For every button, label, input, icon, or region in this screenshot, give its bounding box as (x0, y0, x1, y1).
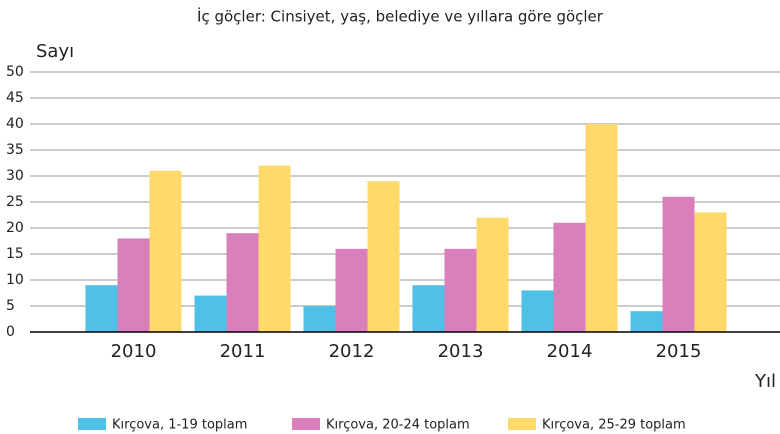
y-axis-label: Sayı (36, 41, 74, 62)
bar (367, 181, 400, 332)
x-tick-label: 2011 (220, 341, 266, 362)
x-tick-label: 2012 (329, 341, 375, 362)
y-tick-label: 10 (6, 272, 24, 288)
bar (194, 295, 227, 332)
x-tick-label: 2014 (547, 341, 593, 362)
legend-label: Kırçova, 1-19 toplam (112, 418, 247, 433)
y-tick-label: 45 (6, 90, 24, 106)
x-tick-label: 2010 (111, 341, 157, 362)
bar (694, 212, 727, 332)
y-tick-label: 25 (6, 194, 24, 210)
bar (630, 311, 663, 332)
y-tick-label: 0 (6, 324, 15, 340)
y-tick-label: 35 (6, 142, 24, 158)
x-tick-label: 2013 (438, 341, 484, 362)
y-tick-label: 5 (6, 298, 15, 314)
y-tick-label: 40 (6, 116, 24, 132)
legend-label: Kırçova, 20-24 toplam (326, 418, 470, 433)
legend-swatch (78, 418, 106, 430)
bar (476, 217, 509, 332)
legend-label: Kırçova, 25-29 toplam (542, 418, 686, 433)
bar (226, 233, 259, 332)
bar (258, 165, 291, 332)
bar (303, 306, 336, 332)
x-tick-label: 2015 (656, 341, 702, 362)
x-axis-label: Yıl (754, 371, 776, 392)
chart-title: İç göçler: Cinsiyet, yaş, belediye ve yı… (197, 7, 604, 26)
y-tick-label: 15 (6, 246, 24, 262)
bar (662, 196, 695, 332)
bar (553, 222, 586, 332)
bar (149, 170, 182, 332)
bar (117, 238, 150, 332)
bar (412, 285, 445, 332)
legend-swatch (508, 418, 536, 430)
y-tick-label: 20 (6, 220, 24, 236)
bar (335, 248, 368, 332)
bar (85, 285, 118, 332)
bar (521, 290, 554, 332)
bar (585, 124, 618, 332)
y-tick-label: 50 (6, 64, 24, 80)
y-tick-label: 30 (6, 168, 24, 184)
bar (444, 248, 477, 332)
legend-swatch (292, 418, 320, 430)
